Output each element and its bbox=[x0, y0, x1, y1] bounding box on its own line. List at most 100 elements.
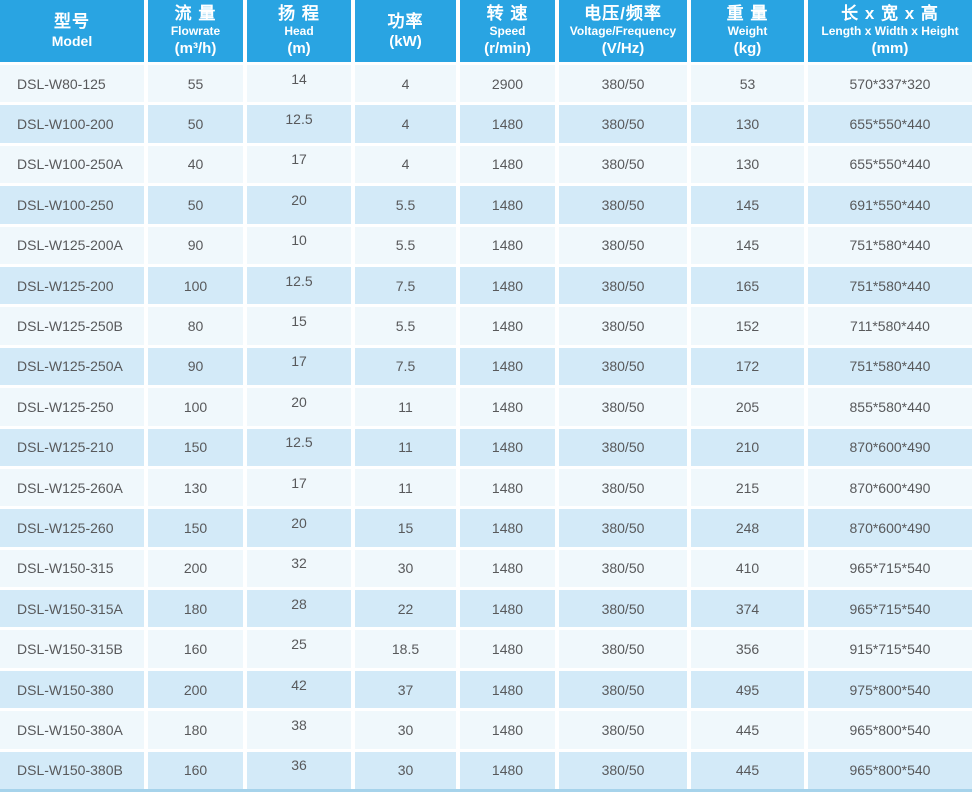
col-header-flowrate-unit: (m³/h) bbox=[174, 40, 217, 57]
table-cell-value: 200 bbox=[183, 560, 208, 577]
table-cell-value: 17 bbox=[291, 151, 307, 168]
table-cell-value: DSL-W150-380 bbox=[17, 681, 114, 698]
table-cell-value: 380/50 bbox=[601, 277, 645, 294]
table-cell-value: 11 bbox=[398, 398, 413, 415]
table-cell-value: 5.5 bbox=[395, 318, 416, 335]
table-cell-value: 380/50 bbox=[601, 439, 645, 456]
table-cell: 22 bbox=[355, 590, 456, 628]
table-cell-value: 1480 bbox=[491, 439, 524, 456]
table-cell-value: 30 bbox=[397, 762, 414, 779]
table-cell-model: DSL-W80-125 bbox=[0, 65, 144, 103]
table-cell: 380/50 bbox=[559, 65, 687, 103]
table-cell: 80 bbox=[148, 307, 243, 345]
table-cell: 380/50 bbox=[559, 509, 687, 547]
table-cell-value: 870*600*490 bbox=[849, 519, 931, 536]
table-cell: 32 bbox=[247, 549, 351, 588]
table-cell-value: 380/50 bbox=[601, 358, 645, 375]
table-cell: 145 bbox=[691, 226, 804, 264]
table-cell-value: 1480 bbox=[491, 762, 524, 779]
table-cell: 215 bbox=[691, 468, 804, 507]
table-cell: 15 bbox=[247, 307, 351, 345]
table-cell: 380/50 bbox=[559, 711, 687, 749]
table-cell: 1480 bbox=[460, 186, 555, 224]
table-cell-value: DSL-W125-250B bbox=[17, 318, 123, 335]
table-cell: 965*715*540 bbox=[808, 549, 972, 588]
table-cell: 655*550*440 bbox=[808, 145, 972, 184]
table-cell-value: 215 bbox=[735, 479, 760, 496]
table-cell-value: 380/50 bbox=[601, 479, 645, 496]
table-cell-value: 17 bbox=[291, 474, 307, 491]
col-header-voltage-frequency-zh: 电压/频率 bbox=[584, 4, 662, 23]
col-header-power-zh: 功率 bbox=[387, 11, 424, 31]
table-cell: 1480 bbox=[460, 630, 555, 668]
col-header-power: 功率 (kW) bbox=[355, 0, 456, 62]
table-cell-model: DSL-W100-250A bbox=[0, 145, 144, 184]
table-cell: 28 bbox=[247, 590, 351, 628]
table-cell-value: 975*800*540 bbox=[849, 681, 931, 698]
table-cell: 1480 bbox=[460, 670, 555, 709]
table-cell: 11 bbox=[355, 428, 456, 466]
table-cell-model: DSL-W150-380 bbox=[0, 670, 144, 709]
table-cell: 20 bbox=[247, 388, 351, 426]
table-cell-value: 1480 bbox=[491, 318, 524, 335]
table-cell-value: 380/50 bbox=[601, 721, 645, 738]
table-cell-value: 80 bbox=[187, 318, 204, 335]
table-cell-model: DSL-W150-315 bbox=[0, 549, 144, 588]
table-cell: 100 bbox=[148, 266, 243, 305]
table-cell-value: 1480 bbox=[491, 479, 524, 496]
table-cell-value: 7.5 bbox=[395, 358, 416, 375]
table-cell-value: 1480 bbox=[491, 600, 524, 617]
table-cell-value: 655*550*440 bbox=[849, 156, 931, 173]
table-cell-value: 5.5 bbox=[395, 196, 416, 213]
table-cell: 150 bbox=[148, 509, 243, 547]
table-cell: 152 bbox=[691, 307, 804, 345]
table-cell: 1480 bbox=[460, 226, 555, 264]
table-cell: 7.5 bbox=[355, 266, 456, 305]
table-cell: 691*550*440 bbox=[808, 186, 972, 224]
table-cell: 356 bbox=[691, 630, 804, 668]
table-cell-value: 50 bbox=[187, 116, 204, 133]
table-cell: 11 bbox=[355, 388, 456, 426]
table-cell: 150 bbox=[148, 428, 243, 466]
table-cell-value: 445 bbox=[735, 762, 760, 779]
table-cell-value: 90 bbox=[187, 358, 204, 375]
table-cell: 210 bbox=[691, 428, 804, 466]
table-cell: 965*800*540 bbox=[808, 751, 972, 789]
table-cell: 20 bbox=[247, 509, 351, 547]
table-cell-value: 1480 bbox=[491, 398, 524, 415]
table-cell-value: 965*715*540 bbox=[849, 560, 931, 577]
table-cell: 2900 bbox=[460, 65, 555, 103]
table-cell-value: 380/50 bbox=[601, 75, 645, 92]
table-cell-value: 11 bbox=[398, 479, 413, 496]
table-cell-value: 4 bbox=[401, 75, 410, 92]
table-cell-value: 53 bbox=[739, 75, 756, 92]
table-cell-value: 380/50 bbox=[601, 156, 645, 173]
table-cell: 200 bbox=[148, 549, 243, 588]
table-cell: 751*580*440 bbox=[808, 266, 972, 305]
table-cell-value: 380/50 bbox=[601, 681, 645, 698]
table-cell-value: DSL-W125-260A bbox=[17, 479, 123, 496]
table-cell-model: DSL-W125-250 bbox=[0, 388, 144, 426]
table-cell-value: 380/50 bbox=[601, 641, 645, 658]
table-cell: 1480 bbox=[460, 105, 555, 143]
table-cell-value: 165 bbox=[735, 277, 760, 294]
table-cell: 160 bbox=[148, 751, 243, 789]
table-cell: 1480 bbox=[460, 347, 555, 386]
table-cell-value: 495 bbox=[735, 681, 760, 698]
table-cell: 1480 bbox=[460, 590, 555, 628]
col-header-speed-en: Speed bbox=[489, 24, 526, 38]
table-cell-value: 12.5 bbox=[285, 111, 313, 128]
table-cell-value: 172 bbox=[735, 358, 760, 375]
table-cell: 42 bbox=[247, 670, 351, 709]
table-cell-value: 356 bbox=[735, 641, 760, 658]
col-header-speed-unit: (r/min) bbox=[484, 40, 531, 57]
table-cell: 965*800*540 bbox=[808, 711, 972, 749]
table-cell-value: 965*800*540 bbox=[849, 721, 931, 738]
table-cell-value: 205 bbox=[735, 398, 760, 415]
table-cell-model: DSL-W125-250B bbox=[0, 307, 144, 345]
table-cell-value: 40 bbox=[187, 156, 204, 173]
table-cell: 855*580*440 bbox=[808, 388, 972, 426]
table-cell: 38 bbox=[247, 711, 351, 749]
table-cell-value: 28 bbox=[291, 595, 307, 612]
table-cell-value: 4 bbox=[401, 116, 410, 133]
